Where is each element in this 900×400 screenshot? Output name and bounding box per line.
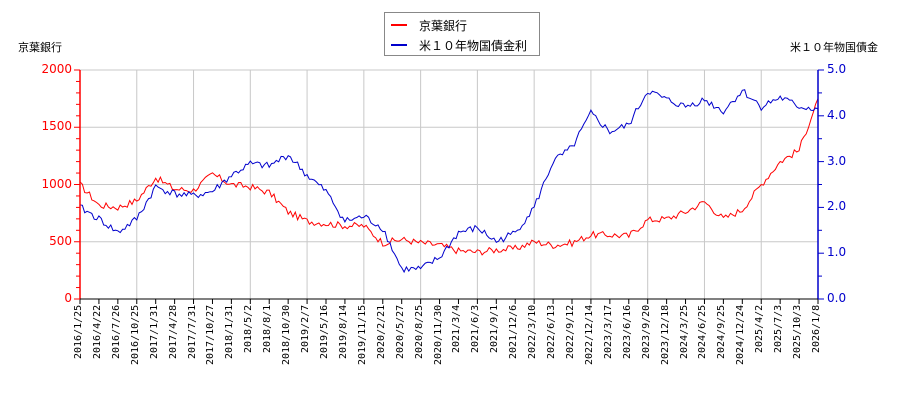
series-keiyo-bank	[79, 98, 819, 256]
x-tick-label: 2023/9/20	[640, 304, 652, 359]
x-tick-label: 2021/3/4	[451, 304, 463, 353]
legend-label-keiyo-bank: 京葉銀行	[419, 18, 468, 33]
x-tick-label: 2019/11/15	[356, 304, 368, 365]
axes	[74, 69, 824, 304]
legend-swatch-red	[391, 24, 407, 26]
x-tick-label: 2024/9/25	[716, 304, 728, 359]
right-y-tick-label: 5.0	[827, 62, 847, 76]
x-tick-label: 2022/3/10	[527, 304, 539, 359]
x-tick-label: 2018/10/30	[281, 304, 293, 365]
legend-swatch-blue	[391, 44, 407, 46]
x-tick-label: 2018/5/2	[243, 304, 255, 353]
right-y-tick-label: 1.0	[827, 245, 847, 260]
left-y-tick-label: 1000	[41, 176, 72, 191]
legend-item-us10y: 米１０年物国債金利	[391, 36, 527, 54]
x-tick-label: 2022/12/14	[583, 304, 595, 365]
x-tick-label: 2023/12/18	[659, 304, 671, 365]
x-tick-label: 2021/9/1	[489, 304, 501, 353]
x-tick-label: 2016/7/26	[110, 304, 122, 359]
x-tick-label: 2017/10/27	[205, 304, 217, 365]
x-tick-label: 2017/4/28	[167, 304, 179, 359]
x-tick-label: 2025/10/3	[792, 304, 804, 359]
left-axis-title: 京葉銀行	[18, 41, 62, 54]
right-y-tick-label: 2.0	[827, 199, 847, 214]
x-tick-label: 2021/12/6	[508, 304, 520, 359]
x-tick-label: 2016/1/25	[73, 304, 84, 359]
x-tick-label: 2016/10/25	[129, 304, 141, 365]
x-tick-label: 2020/5/27	[394, 304, 406, 359]
x-tick-label: 2021/6/3	[470, 304, 482, 353]
x-tick-label: 2025/7/3	[773, 304, 785, 353]
x-tick-label: 2022/9/12	[565, 304, 576, 359]
x-tick-label: 2016/4/22	[91, 304, 103, 359]
x-tick-label: 2017/1/31	[148, 304, 160, 359]
x-tick-label: 2019/2/7	[300, 304, 312, 353]
x-tick-label: 2025/4/2	[754, 304, 766, 353]
x-tick-label: 2018/1/31	[224, 304, 236, 359]
right-y-tick-label: 4.0	[827, 107, 847, 122]
x-tick-label: 2024/3/25	[678, 304, 690, 359]
x-tick-label: 2026/1/8	[811, 304, 822, 353]
x-tick-label: 2022/6/13	[546, 304, 558, 359]
x-tick-label: 2023/6/16	[621, 304, 633, 359]
legend-item-keiyo-bank: 京葉銀行	[391, 16, 467, 34]
left-y-tick-label: 2000	[41, 62, 72, 76]
x-tick-label: 2020/2/21	[375, 304, 387, 359]
x-tick-label: 2019/8/14	[337, 304, 349, 359]
left-y-tick-label: 1500	[41, 119, 72, 134]
legend: 京葉銀行 米１０年物国債金利	[384, 12, 540, 56]
grid-lines	[80, 69, 819, 299]
x-tick-label: 2024/6/25	[697, 304, 709, 359]
x-tick-label: 2020/11/30	[432, 304, 444, 365]
x-tick-label: 2024/12/24	[735, 304, 747, 365]
right-y-tick-label: 0.0	[827, 291, 847, 305]
x-tick-label: 2020/8/25	[413, 304, 425, 359]
x-tick-label: 2023/3/17	[602, 304, 614, 359]
x-tick-label: 2019/5/16	[319, 304, 330, 359]
left-y-tick-label: 0	[64, 291, 72, 305]
x-tick-label: 2017/7/31	[186, 304, 198, 359]
legend-label-us10y: 米１０年物国債金利	[419, 38, 528, 53]
left-y-tick-label: 500	[49, 233, 72, 248]
series-us10y-yield	[79, 89, 819, 274]
right-y-tick-label: 3.0	[827, 153, 847, 168]
right-axis-title: 米１０年物国債金	[790, 41, 878, 54]
x-tick-label: 2018/8/1	[262, 304, 274, 353]
